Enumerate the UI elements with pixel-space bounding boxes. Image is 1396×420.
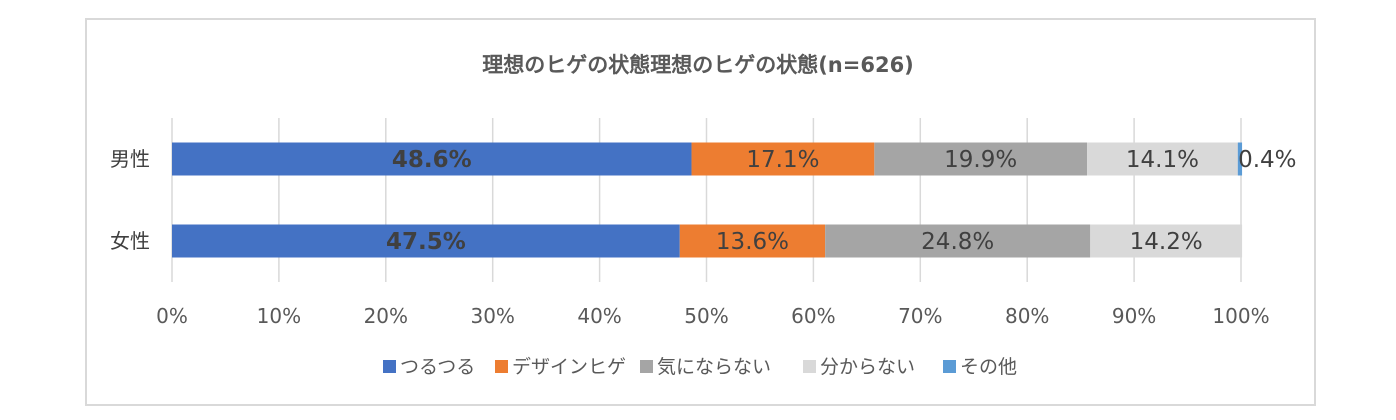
legend-swatch xyxy=(803,360,816,373)
bar-segment xyxy=(172,224,680,258)
legend-swatch xyxy=(383,360,396,373)
x-tick-label: 50% xyxy=(684,304,728,328)
x-tick-label: 0% xyxy=(156,304,188,328)
data-label: 47.5% xyxy=(386,229,466,255)
x-tick-label: 10% xyxy=(257,304,301,328)
category-label: 女性 xyxy=(110,229,150,253)
bar-segment xyxy=(1237,142,1243,176)
data-labels: 48.6% 17.1% 19.9% 14.1% 0.4% 47.5% 13.6% 24.8% 1… xyxy=(386,147,1297,255)
x-tick-label: 90% xyxy=(1112,304,1156,328)
x-tick-label: 100% xyxy=(1212,304,1269,328)
legend-label: 分からない xyxy=(820,356,915,378)
x-tick-label: 60% xyxy=(791,304,835,328)
bar-segment xyxy=(825,224,1091,258)
legend-swatch xyxy=(943,360,956,373)
data-label: 0.4% xyxy=(1238,147,1296,173)
data-label: 48.6% xyxy=(392,147,472,173)
data-label: 14.1% xyxy=(1126,147,1199,173)
bar-segment xyxy=(172,142,692,176)
legend-swatch xyxy=(640,360,653,373)
legend-label: デザインヒゲ xyxy=(512,356,626,378)
legend-label: つるつる xyxy=(400,356,475,378)
bar-segment xyxy=(691,142,875,176)
legend-swatch xyxy=(495,360,508,373)
x-tick-label: 20% xyxy=(364,304,408,328)
bar-segment xyxy=(1087,142,1238,176)
bars xyxy=(172,142,1243,258)
data-label: 14.2% xyxy=(1130,229,1203,255)
legend-label: 気にならない xyxy=(657,356,771,378)
x-tick-label: 40% xyxy=(577,304,621,328)
x-axis-tick-labels: 0% 10% 20% 30% 40% 50% 60% 70% 80% 90% 100% xyxy=(156,304,1269,328)
chart-title: 理想のヒゲの状態理想のヒゲの状態(n=626) xyxy=(482,53,914,77)
data-label: 19.9% xyxy=(944,147,1017,173)
bar-segment xyxy=(679,224,826,258)
chart-frame xyxy=(85,18,1316,406)
bar-segment xyxy=(874,142,1088,176)
data-label: 17.1% xyxy=(746,147,819,173)
data-label: 13.6% xyxy=(716,229,789,255)
category-label: 男性 xyxy=(110,147,150,171)
x-tick-label: 30% xyxy=(470,304,514,328)
data-label: 24.8% xyxy=(921,229,994,255)
legend-label: その他 xyxy=(960,356,1017,378)
legend: つるつる デザインヒゲ 気にならない 分からない その他 xyxy=(383,356,1017,378)
bar-segment xyxy=(1090,224,1243,258)
x-tick-label: 80% xyxy=(1005,304,1049,328)
x-tick-label: 70% xyxy=(898,304,942,328)
